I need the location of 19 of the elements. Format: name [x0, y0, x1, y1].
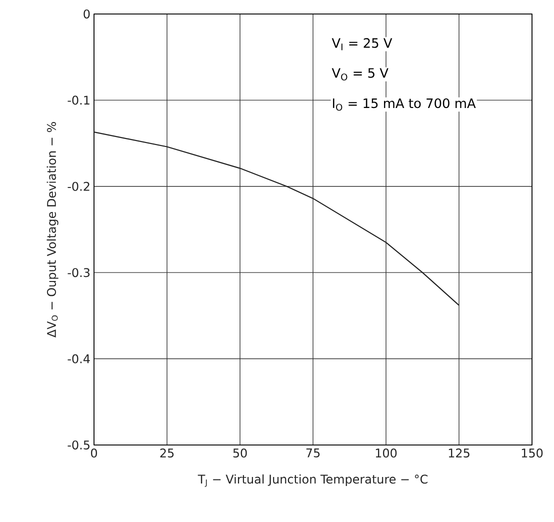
y-tick-label: -0.1	[68, 96, 90, 105]
y-tick-label: -0.2	[68, 182, 90, 191]
annotation: V$_{O}$ = 5 V	[332, 68, 388, 80]
y-tick-label: 0	[84, 9, 90, 19]
y-axis-title: ΔV$_{O}$ − Ouput Voltage Deviation − %	[46, 122, 58, 338]
x-tick-label: 25	[160, 448, 174, 458]
annotation: V$_{I}$ = 25 V	[332, 38, 392, 50]
y-tick-label: -0.4	[68, 354, 90, 364]
x-tick-label: 150	[522, 448, 543, 458]
x-tick-label: 0	[90, 448, 98, 458]
x-axis-title: T$_{J}$ − Virtual Junction Temperature − °C	[198, 474, 428, 487]
line-series	[94, 132, 460, 306]
annotation: I$_{O}$ = 15 mA to 700 mA	[332, 98, 476, 111]
x-tick-label: 75	[306, 448, 320, 458]
x-tick-label: 100	[376, 448, 397, 458]
y-tick-label: -0.3	[68, 268, 90, 278]
y-tick-label: -0.5	[68, 440, 90, 450]
x-tick-label: 50	[233, 448, 247, 458]
x-tick-label: 125	[448, 448, 470, 458]
